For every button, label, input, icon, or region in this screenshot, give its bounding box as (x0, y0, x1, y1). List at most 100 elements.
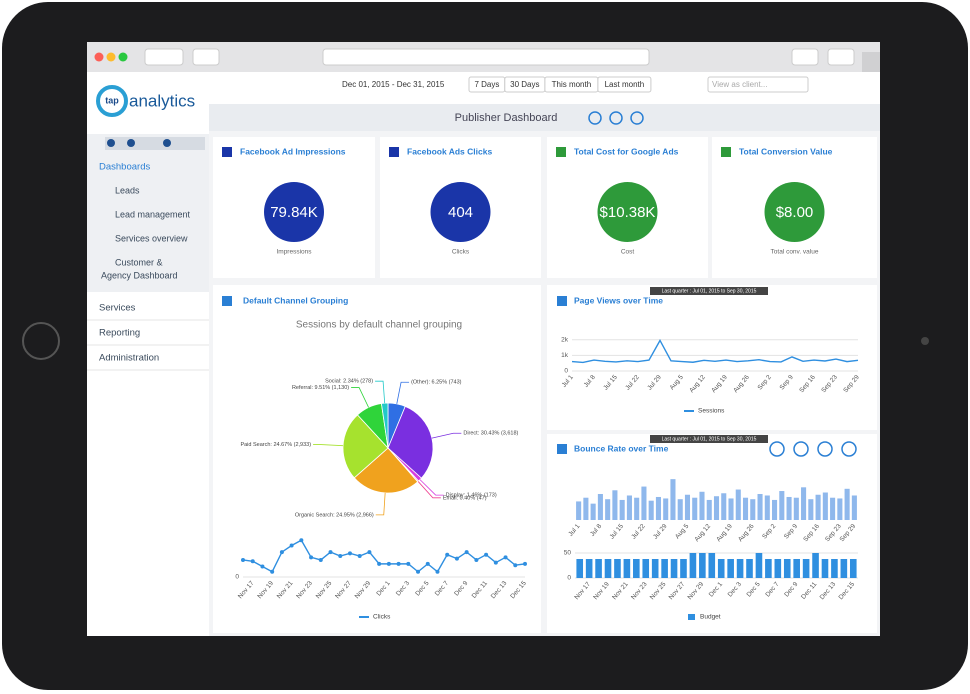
bar (721, 493, 727, 520)
bar (623, 559, 631, 578)
tool-button[interactable] (817, 441, 833, 457)
range-button[interactable] (597, 76, 652, 93)
bar (772, 499, 778, 520)
bar (808, 499, 814, 520)
bar (651, 559, 659, 578)
bar (619, 499, 625, 520)
new-tab[interactable] (862, 52, 880, 72)
bar (684, 494, 691, 520)
bar (764, 495, 770, 520)
menu-item[interactable]: Services overview (115, 233, 188, 243)
menu-item[interactable]: Reporting (99, 328, 140, 339)
menu-item[interactable]: Administration (99, 353, 159, 364)
card-title: Facebook Ad Impressions (240, 146, 346, 156)
bar (642, 559, 650, 578)
bar (634, 497, 640, 520)
home-button[interactable] (22, 322, 60, 360)
tool-button[interactable] (769, 441, 785, 457)
bar (736, 559, 744, 578)
share-button[interactable] (791, 48, 819, 66)
menu-item[interactable]: Customer & (115, 257, 163, 267)
bar (831, 559, 838, 578)
kpi-circle (764, 182, 825, 242)
bar (793, 497, 799, 520)
point (454, 556, 459, 561)
point (309, 555, 314, 560)
leader-line (417, 481, 441, 499)
badge (650, 287, 768, 295)
bar (576, 559, 584, 578)
menu-item[interactable]: Services (99, 303, 136, 314)
point (270, 569, 275, 574)
kpi-value: $10.38K (600, 204, 656, 221)
card-title: Bounce Rate over Time (574, 443, 669, 453)
bar (840, 559, 848, 578)
point (347, 551, 352, 556)
pie-label: Paid Search: 24.67% (2,933) (240, 442, 311, 448)
bar (708, 553, 716, 578)
bar (641, 486, 647, 520)
point (279, 550, 284, 555)
range-label: 30 Days (510, 80, 539, 89)
icon[interactable] (107, 139, 115, 147)
point (406, 561, 411, 566)
point (416, 569, 421, 574)
card-title: Default Channel Grouping (243, 295, 348, 305)
y-tick-label: 1k (561, 352, 569, 359)
kpi-value: $8.00 (776, 204, 814, 221)
card-icon (222, 147, 232, 157)
menu-item[interactable]: Dashboards (99, 162, 150, 173)
bar (837, 498, 843, 520)
sidebar-menu-bg (87, 134, 209, 292)
logo-mark: tap (105, 95, 119, 105)
menu-item[interactable]: Agency Dashboard (101, 270, 178, 280)
menu-item[interactable]: Leads (115, 185, 140, 195)
bar (692, 497, 698, 520)
nav-buttons[interactable] (144, 48, 184, 66)
minimize-dot[interactable] (106, 52, 116, 62)
bar (576, 501, 582, 520)
tabs-button[interactable] (827, 48, 855, 66)
add-button[interactable] (588, 111, 602, 125)
tool-button[interactable] (793, 441, 809, 457)
bar (851, 495, 857, 520)
bar (583, 497, 589, 520)
pie-label: Email: 0.40% (47) (443, 495, 487, 501)
icon[interactable] (163, 139, 171, 147)
bar (812, 553, 819, 578)
point (425, 561, 430, 566)
close-dot[interactable] (94, 52, 104, 62)
date-range[interactable]: Dec 01, 2015 - Dec 31, 2015 (342, 80, 445, 89)
address-bar[interactable] (322, 48, 650, 66)
kpi-circle (430, 182, 491, 242)
leader-line (351, 387, 369, 408)
point (367, 550, 372, 555)
icon[interactable] (127, 139, 135, 147)
card-title: Total Cost for Google Ads (574, 146, 679, 156)
bar (802, 559, 810, 578)
kpi-value: 404 (448, 204, 473, 221)
bar (815, 494, 821, 520)
bar (779, 491, 785, 520)
range-label: 7 Days (474, 80, 499, 89)
sidebar-button[interactable] (192, 48, 220, 66)
bar (655, 496, 661, 520)
bar (612, 490, 618, 520)
menu-item[interactable]: Lead management (115, 209, 191, 219)
card-icon (389, 147, 399, 157)
tool-button[interactable] (841, 441, 857, 457)
bar (689, 553, 697, 578)
point (377, 561, 382, 566)
point (435, 569, 440, 574)
bar (757, 494, 763, 520)
client-select[interactable] (707, 76, 809, 93)
dashboard-title: Publisher Dashboard (455, 112, 558, 124)
badge-text: Last quarter : Jul 01, 2015 to Sep 30, 2… (662, 436, 757, 442)
zoom-dot[interactable] (118, 52, 128, 62)
share-button[interactable] (630, 111, 644, 125)
edit-button[interactable] (609, 111, 623, 125)
pie-label: Display: 1.46% (173) (446, 493, 497, 499)
card-icon (721, 147, 731, 157)
bar (699, 491, 705, 520)
